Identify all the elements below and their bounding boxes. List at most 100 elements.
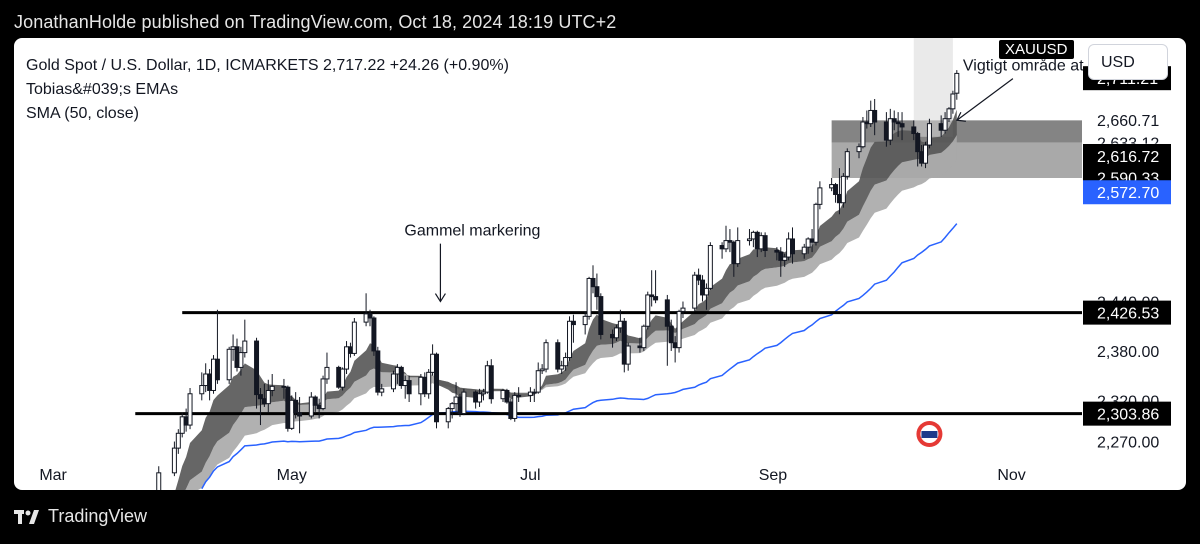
candle	[680, 301, 686, 318]
annotation-arrow	[956, 78, 1014, 121]
price-label-box	[1083, 401, 1171, 426]
price-label-box	[1083, 180, 1171, 205]
candle	[488, 359, 494, 404]
candle-body	[598, 296, 604, 335]
candle	[187, 388, 193, 430]
candle-body	[582, 315, 588, 326]
candle	[375, 346, 381, 396]
candle-body	[844, 151, 850, 177]
candle	[613, 324, 619, 342]
candle-body	[508, 401, 514, 419]
annotation-arrowhead	[955, 111, 966, 122]
candle	[840, 173, 846, 208]
candle	[911, 120, 917, 141]
price-label: 2,303.86	[1083, 401, 1171, 426]
candle-body	[488, 365, 494, 400]
ema-ribbon-fast	[175, 109, 957, 490]
candle-body	[590, 277, 596, 288]
candle-body	[860, 121, 866, 148]
candle	[790, 227, 796, 264]
candle	[504, 388, 510, 404]
chart-panel[interactable]: Gammel markering Vigtigt område at holde …	[14, 38, 1186, 490]
candle	[555, 339, 561, 373]
candle	[786, 232, 792, 261]
candle-body	[199, 385, 205, 395]
candle	[700, 275, 706, 302]
x-tick-label: Sep	[759, 467, 788, 484]
x-tick-label: Nov	[997, 467, 1025, 484]
candle	[461, 388, 467, 416]
candle	[477, 388, 483, 407]
candle-body	[625, 345, 631, 365]
annotation-label: Gammel markering	[404, 223, 540, 240]
currency-button[interactable]: USD	[1088, 44, 1168, 80]
candle-body	[919, 151, 925, 164]
candle	[946, 107, 952, 122]
candle	[750, 230, 756, 248]
candle	[406, 375, 412, 402]
candle-body	[586, 277, 592, 317]
candle-body	[175, 432, 181, 449]
price-label-box	[1083, 300, 1171, 325]
candle	[594, 273, 600, 310]
candle-body	[829, 184, 835, 189]
candle-body	[535, 370, 541, 393]
candle-body	[171, 447, 177, 474]
candle	[563, 352, 569, 371]
price-label-text: 2,303.86	[1097, 407, 1159, 424]
candle-body	[281, 385, 287, 388]
candle-body	[179, 416, 185, 434]
candle-body	[320, 378, 326, 410]
price-label-box	[1083, 143, 1171, 168]
candle-body	[813, 203, 819, 243]
candle	[703, 283, 709, 310]
tradingview-logo-icon	[14, 509, 40, 525]
candle	[242, 319, 248, 358]
candle	[817, 181, 823, 210]
candle	[265, 379, 271, 413]
candle-body	[872, 109, 878, 123]
candle	[758, 232, 764, 253]
candle	[297, 397, 303, 434]
y-tick-label: 2,380.00	[1097, 344, 1159, 361]
chart-legend: Gold Spot / U.S. Dollar, 1D, ICMARKETS 2…	[26, 54, 509, 126]
candle	[516, 387, 522, 402]
legend-sma-line[interactable]: SMA (50, close)	[26, 105, 139, 122]
candle-body	[833, 184, 839, 195]
candle-body	[836, 193, 842, 204]
candle-body	[316, 404, 322, 410]
candle	[727, 229, 733, 253]
candle-body	[672, 342, 678, 349]
candle-body	[347, 346, 353, 354]
candle-body	[340, 368, 346, 388]
candle	[340, 367, 346, 391]
footer-brand: TradingView	[48, 506, 148, 526]
candle	[434, 352, 440, 429]
candle-body	[613, 327, 619, 339]
price-label: 2,660.71	[1083, 107, 1171, 132]
candle-body	[351, 321, 357, 354]
candle	[559, 360, 565, 374]
candle	[801, 243, 807, 259]
candle-body	[891, 118, 897, 123]
candle-body	[207, 373, 213, 391]
candle-body	[621, 320, 627, 365]
candle	[645, 291, 651, 330]
candle-body	[418, 376, 424, 395]
candle-body	[809, 238, 815, 243]
candle-body	[344, 346, 350, 370]
us-flag-event-icon-band	[921, 431, 938, 438]
candle	[719, 242, 725, 259]
candle-body	[786, 238, 792, 258]
candle-body	[567, 320, 573, 359]
candle	[336, 365, 342, 389]
candle	[289, 395, 295, 430]
candle	[379, 383, 385, 397]
candle	[312, 395, 318, 412]
candle	[692, 271, 698, 312]
candle	[895, 112, 901, 137]
candle	[234, 338, 240, 372]
candle-body	[868, 109, 874, 125]
legend-ema-line[interactable]: Tobias&#039;s EMAs	[26, 81, 179, 98]
candle	[723, 225, 729, 253]
